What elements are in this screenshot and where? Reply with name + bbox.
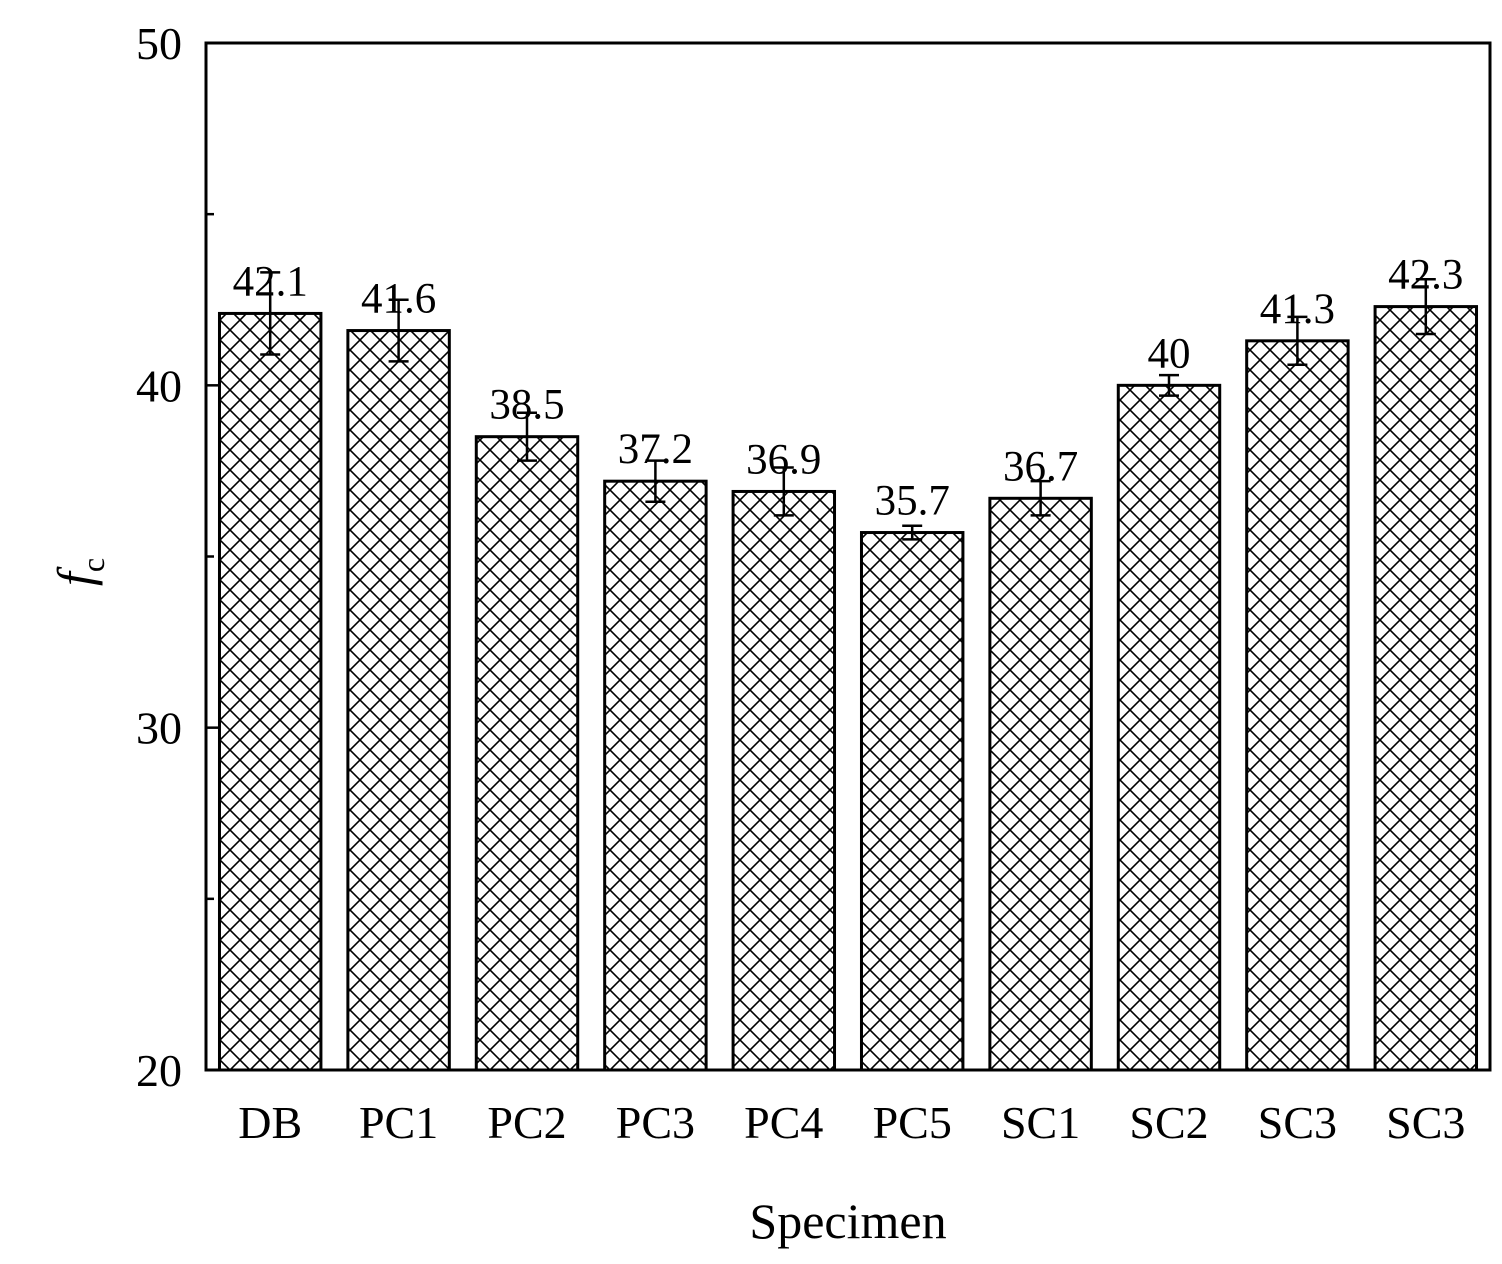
- y-axis: 20 30 40 50: [136, 18, 220, 1096]
- data-label-6: 35.7: [875, 478, 950, 525]
- x-tick-label-9: SC3: [1258, 1097, 1337, 1148]
- data-label-2: 41.6: [361, 276, 436, 323]
- y-tick-label-50: 50: [136, 18, 182, 69]
- bars: [217, 305, 1479, 1072]
- data-label-10: 42.3: [1388, 252, 1463, 299]
- bar-5: [731, 489, 837, 1072]
- y-axis-title-sub: c: [75, 558, 111, 572]
- bar-3: [474, 435, 580, 1072]
- x-tick-label-10: SC3: [1386, 1097, 1465, 1148]
- error-bar-9: [1287, 315, 1308, 367]
- data-label-8: 40: [1148, 330, 1191, 377]
- y-tick-label-30: 30: [136, 703, 182, 754]
- bar-1: [217, 311, 323, 1072]
- x-axis: DB PC1 PC2 PC3 PC4 PC5 SC1 SC2 SC3 SC3: [238, 1097, 1465, 1148]
- x-tick-label-7: SC1: [1001, 1097, 1080, 1148]
- error-bars: [260, 271, 1436, 541]
- data-label-9: 41.3: [1260, 286, 1335, 333]
- bar-10: [1373, 305, 1479, 1072]
- x-tick-label-8: SC2: [1129, 1097, 1208, 1148]
- bar-7: [988, 496, 1093, 1072]
- error-bar-7: [1030, 479, 1051, 517]
- x-tick-label-4: PC3: [616, 1097, 695, 1148]
- bar-6: [859, 531, 965, 1072]
- data-label-4: 37.2: [618, 426, 693, 473]
- y-tick-label-20: 20: [136, 1045, 182, 1096]
- x-axis-title: Specimen: [749, 1193, 946, 1249]
- error-bar-3: [517, 411, 537, 462]
- data-label-3: 38.5: [489, 382, 564, 429]
- data-label-1: 42.1: [233, 258, 308, 305]
- error-bar-10: [1415, 277, 1436, 336]
- bar-2: [346, 329, 451, 1072]
- error-bar-4: [645, 459, 666, 503]
- bar-4: [603, 479, 708, 1072]
- y-axis-title: fc: [47, 558, 111, 586]
- error-bar-5: [773, 466, 794, 517]
- x-tick-label-5: PC4: [744, 1097, 823, 1148]
- data-label-5: 36.9: [746, 436, 821, 483]
- x-tick-label-3: PC2: [487, 1097, 566, 1148]
- x-tick-label-6: PC5: [873, 1097, 952, 1148]
- data-labels: 42.1 41.6 38.5 37.2 36.9 35.7 36.7 40 41.3 42.3: [233, 252, 1464, 525]
- error-bar-6: [902, 524, 923, 541]
- bar-8: [1116, 383, 1222, 1072]
- y-tick-label-40: 40: [136, 360, 182, 411]
- error-bar-1: [260, 271, 281, 356]
- error-bar-2: [388, 298, 409, 363]
- error-bar-8: [1159, 373, 1179, 397]
- x-tick-label-1: DB: [238, 1097, 302, 1148]
- x-tick-label-2: PC1: [359, 1097, 438, 1148]
- data-label-7: 36.7: [1003, 443, 1078, 490]
- bar-9: [1245, 339, 1350, 1072]
